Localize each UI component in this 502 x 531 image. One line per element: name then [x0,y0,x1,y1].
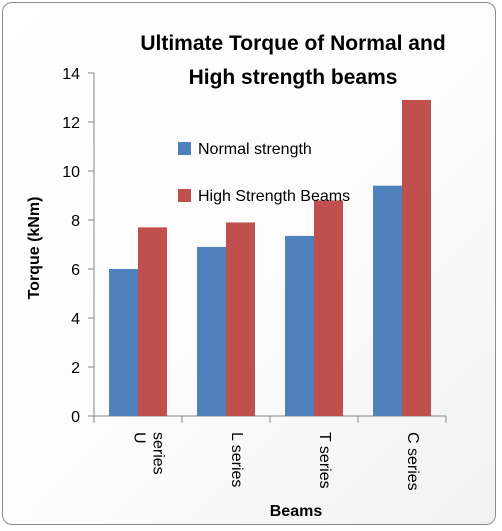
y-tick-label: 0 [71,409,80,426]
bar-high-strength [138,227,167,416]
x-category-label: L series [228,432,245,487]
legend-swatch [178,189,191,202]
x-category-label: series [150,432,167,475]
y-tick-label: 12 [62,115,80,132]
bar-high-strength [402,99,431,416]
y-axis-title: Torque (kNm) [26,197,43,300]
chart-title-line-1: Ultimate Torque of Normal and [140,32,445,55]
chart-title-line-2: High strength beams [189,66,398,89]
y-axis: 0 2 4 6 8 10 12 14 [62,66,95,426]
bars [109,99,431,416]
y-tick-label: 14 [62,66,80,83]
x-category-label: C series [404,432,421,491]
x-axis-title: Beams [270,503,323,520]
y-tick-label: 6 [71,262,80,279]
x-category-label: T series [316,432,333,489]
bar-normal-strength [285,235,314,416]
x-category-label: U [131,432,148,444]
bar-high-strength [314,200,343,416]
chart-frame: Ultimate Torque of Normal and High stren… [2,2,496,525]
legend-swatch [178,142,191,155]
y-tick-label: 8 [71,213,80,230]
bar-normal-strength [109,269,138,416]
bar-normal-strength [373,185,402,416]
bar-high-strength [226,222,255,416]
y-tick-label: 10 [62,164,80,181]
chart-svg: Ultimate Torque of Normal and High stren… [26,32,447,520]
y-tick-label: 2 [71,360,80,377]
legend-label: Normal strength [198,141,312,158]
legend: Normal strength High Strength Beams [178,141,350,205]
y-tick-label: 4 [71,311,80,328]
legend-label: High Strength Beams [198,188,350,205]
bar-normal-strength [197,246,226,416]
